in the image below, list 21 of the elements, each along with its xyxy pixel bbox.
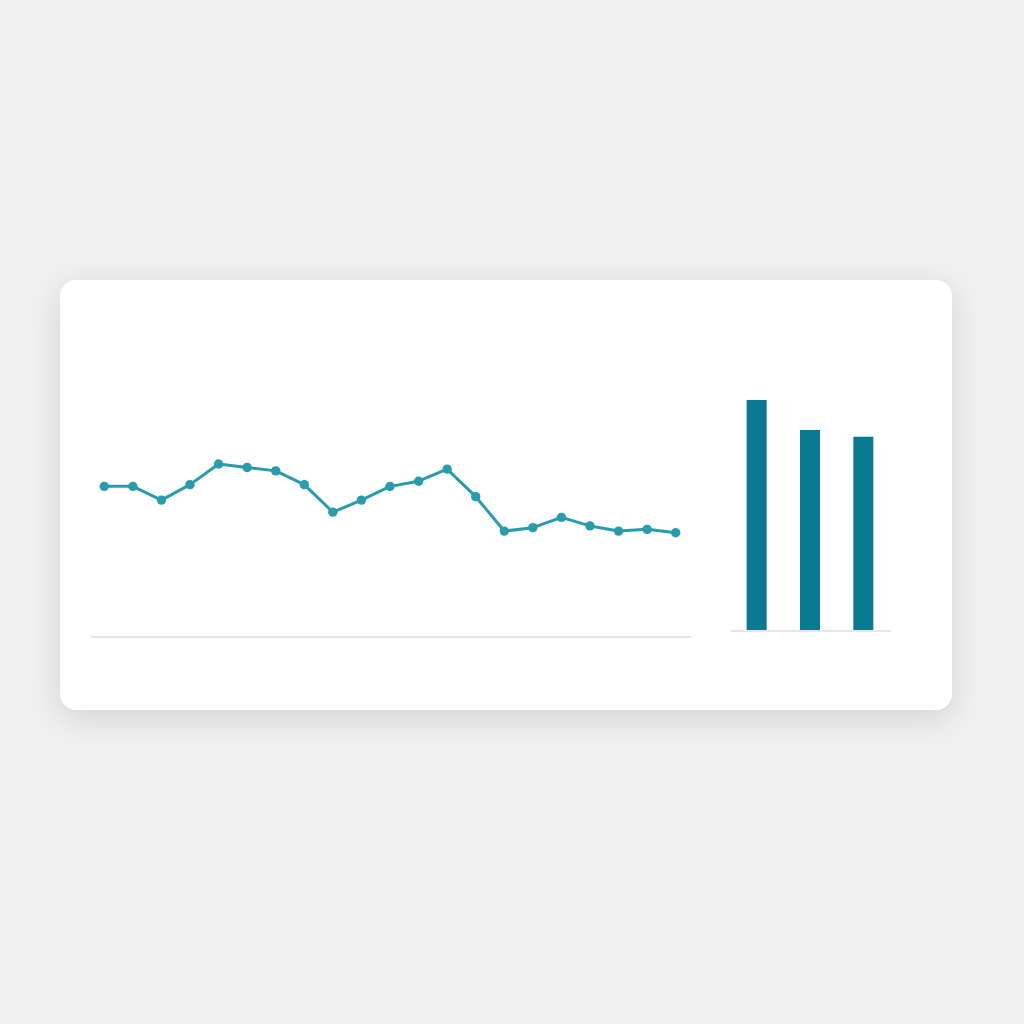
point xyxy=(471,492,481,502)
point xyxy=(413,476,424,486)
point xyxy=(528,522,538,533)
point xyxy=(128,481,138,492)
point xyxy=(613,526,624,536)
point xyxy=(213,459,224,469)
point xyxy=(442,464,452,474)
point xyxy=(99,481,109,492)
point xyxy=(585,521,595,531)
point xyxy=(385,481,395,492)
point xyxy=(271,466,281,476)
point xyxy=(328,507,338,517)
point xyxy=(671,528,681,538)
point xyxy=(242,462,252,473)
point xyxy=(299,479,309,490)
point xyxy=(156,495,167,505)
point xyxy=(356,495,367,505)
point xyxy=(556,512,567,522)
point xyxy=(499,526,509,536)
point xyxy=(642,524,652,535)
point xyxy=(185,479,195,490)
